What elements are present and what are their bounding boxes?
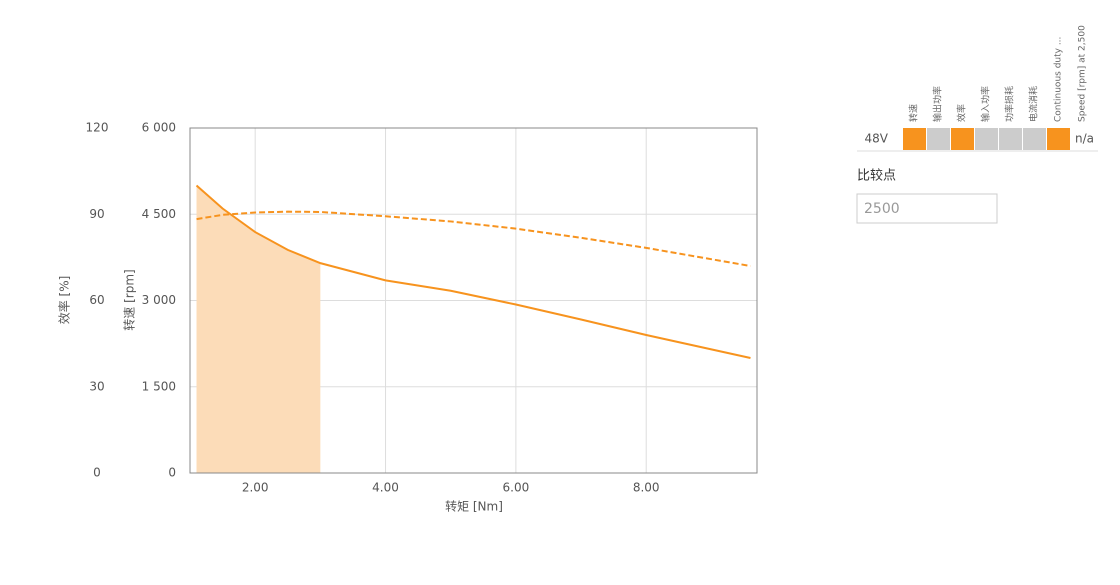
legend-cell[interactable] [975, 128, 998, 150]
y-tick-label: 60 [89, 293, 104, 307]
legend-header: 输出功率 [932, 86, 944, 122]
compare-input[interactable] [856, 193, 998, 224]
y-tick-label: 90 [89, 207, 104, 221]
y-tick-label: 0 [93, 466, 101, 480]
x-tick-label: 2.00 [242, 481, 269, 495]
y2-tick-label: 4 500 [142, 207, 176, 221]
y-tick-label: 120 [86, 121, 109, 135]
y-axis-label: 效率 [%] [57, 276, 72, 325]
y2-tick-label: 0 [168, 466, 176, 480]
x-tick-label: 6.00 [503, 481, 530, 495]
x-axis-label: 转矩 [Nm] [445, 499, 503, 514]
legend-cell[interactable] [927, 128, 950, 150]
legend-cell[interactable] [1023, 128, 1046, 150]
legend-cell[interactable] [999, 128, 1022, 150]
y2-axis-label: 转速 [rpm] [122, 269, 137, 330]
legend-cell[interactable] [903, 128, 926, 150]
legend-header: 功率损耗 [1004, 86, 1016, 122]
line [195, 184, 751, 359]
y2-tick-label: 6 000 [142, 121, 176, 135]
area [196, 185, 321, 473]
compare-label: 比较点 [857, 169, 896, 184]
y2-tick-label: 1 500 [142, 379, 176, 393]
y2-tick-label: 3 000 [142, 293, 176, 307]
legend-status: n/a [1075, 132, 1094, 146]
compare-value: 2500 [864, 201, 900, 217]
line [196, 210, 751, 267]
legend-header: Continuous duty ... [1054, 37, 1064, 122]
legend-cell[interactable] [1047, 128, 1070, 150]
legend-header: 转速 [908, 104, 920, 122]
plot-border [189, 127, 758, 474]
x-tick-label: 4.00 [372, 481, 399, 495]
legend-row-label: 48V [865, 132, 889, 146]
legend-header: 输入功率 [980, 86, 992, 122]
legend-header: Speed [rpm] at 2,500 [1078, 25, 1088, 122]
x-tick-label: 8.00 [633, 481, 660, 495]
legend-header: 电流消耗 [1028, 86, 1040, 122]
legend-header: 效率 [956, 104, 968, 122]
legend-cell[interactable] [951, 128, 974, 150]
y-tick-label: 30 [89, 379, 104, 393]
